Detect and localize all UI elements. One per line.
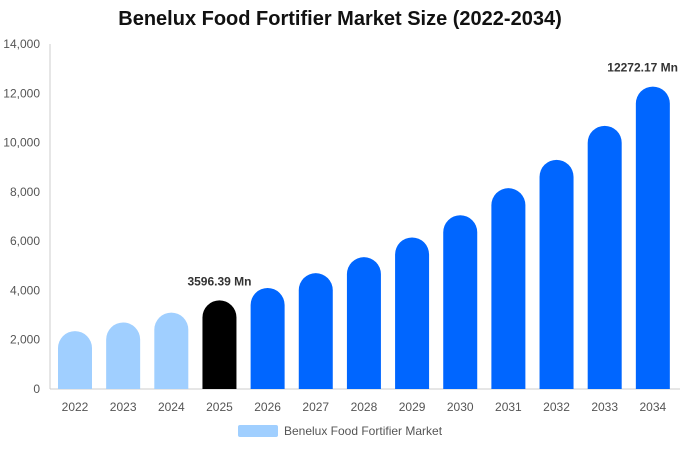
bar-2030 xyxy=(443,215,478,389)
y-tick-label: 2,000 xyxy=(10,333,40,347)
x-axis-labels: 2022 2023 2024 2025 2026 2027 2028 2029 2030 2031… xyxy=(62,400,667,414)
data-label-2025: 3596.39 Mn xyxy=(187,274,251,288)
bar-2025 xyxy=(202,300,237,389)
bar-2023 xyxy=(106,322,141,389)
y-axis-ticks: 0 2,000 4,000 6,000 8,000 10,000 12,000 14,000 xyxy=(3,37,40,396)
bar-2027 xyxy=(298,273,333,389)
x-tick-label: 2026 xyxy=(254,400,281,414)
x-tick-label: 2034 xyxy=(639,400,666,414)
x-tick-label: 2024 xyxy=(158,400,185,414)
y-tick-label: 6,000 xyxy=(10,234,40,248)
x-tick-label: 2022 xyxy=(62,400,89,414)
bar-2032 xyxy=(539,159,574,389)
x-tick-label: 2032 xyxy=(543,400,570,414)
bar-2026 xyxy=(250,287,285,389)
x-tick-label: 2033 xyxy=(591,400,618,414)
x-tick-label: 2025 xyxy=(206,400,233,414)
legend: Benelux Food Fortifier Market xyxy=(0,424,680,438)
bar-2022 xyxy=(58,331,92,389)
bar-2034 xyxy=(635,86,670,389)
data-label-2034: 12272.17 Mn xyxy=(607,61,678,75)
y-tick-label: 0 xyxy=(33,382,40,396)
annotations-group: 3596.39 Mn 12272.17 Mn xyxy=(187,61,678,289)
x-tick-label: 2027 xyxy=(302,400,329,414)
chart-title: Benelux Food Fortifier Market Size (2022… xyxy=(118,8,562,30)
y-tick-label: 10,000 xyxy=(3,136,40,150)
x-tick-label: 2023 xyxy=(110,400,137,414)
y-tick-label: 4,000 xyxy=(10,283,40,297)
bar-2029 xyxy=(395,237,430,389)
bar-2024 xyxy=(154,312,189,389)
x-tick-label: 2030 xyxy=(447,400,474,414)
bar-2033 xyxy=(587,125,622,389)
bar-2031 xyxy=(491,188,526,389)
x-tick-label: 2028 xyxy=(351,400,378,414)
bars-group xyxy=(58,86,670,389)
y-tick-label: 14,000 xyxy=(3,37,40,51)
x-tick-label: 2029 xyxy=(399,400,426,414)
legend-swatch xyxy=(237,425,278,437)
bar-2028 xyxy=(346,257,381,389)
x-tick-label: 2031 xyxy=(495,400,522,414)
y-tick-label: 12,000 xyxy=(3,86,40,100)
y-tick-label: 8,000 xyxy=(10,185,40,199)
legend-label: Benelux Food Fortifier Market xyxy=(283,424,443,438)
